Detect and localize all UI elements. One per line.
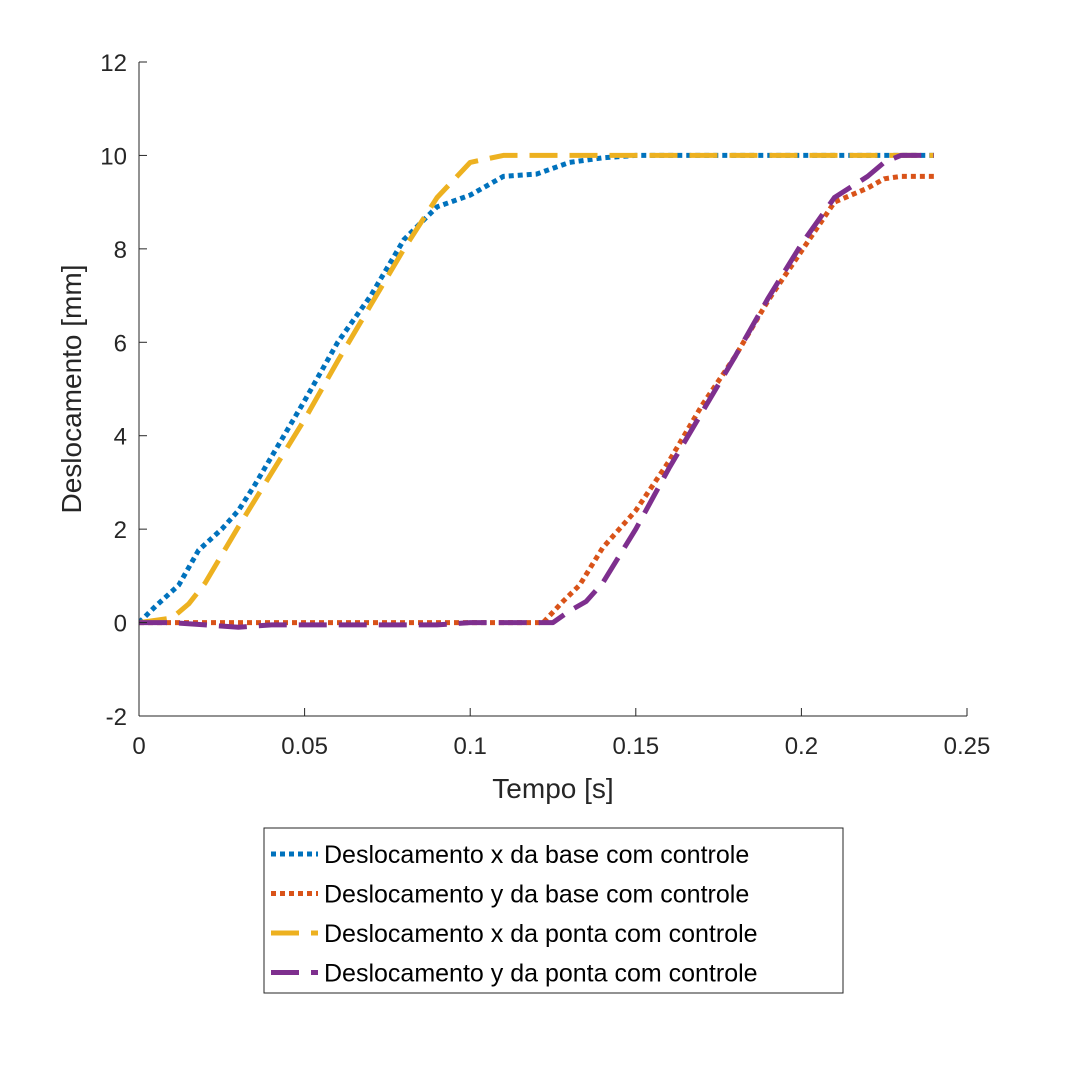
x-tick-label: 0.25 — [944, 733, 991, 760]
x-axis-label: Tempo [s] — [492, 773, 613, 804]
y-tick-label: 10 — [100, 143, 127, 170]
series-line-3 — [139, 152, 934, 626]
x-tick-label: 0.05 — [281, 733, 328, 760]
series-line-4 — [139, 152, 934, 630]
y-tick-label: 4 — [114, 424, 127, 451]
series-line-2 — [139, 173, 934, 626]
legend-label-3: Deslocamento x da ponta com controle — [324, 920, 758, 948]
y-tick-label: 8 — [114, 237, 127, 264]
legend-box — [263, 827, 844, 994]
x-tick-label: 0.1 — [454, 733, 487, 760]
y-axis-label: Deslocamento [mm] — [56, 265, 87, 514]
series-layer — [139, 152, 934, 630]
y-tick-label: 2 — [114, 517, 127, 544]
legend-items: Deslocamento x da base com controle Deslo… — [271, 841, 758, 988]
legend: Deslocamento x da base com controle Deslo… — [263, 827, 844, 994]
series-line-1 — [139, 152, 934, 625]
x-tick-label: 0.15 — [612, 733, 659, 760]
y-tick-label: 0 — [114, 611, 127, 638]
y-tick-label: 12 — [100, 50, 127, 77]
legend-label-2: Deslocamento y da base com controle — [324, 881, 749, 909]
axes — [138, 62, 967, 717]
y-tick-label: 6 — [114, 330, 127, 357]
x-tick-label: 0 — [132, 733, 145, 760]
legend-label-1: Deslocamento x da base com controle — [324, 841, 749, 869]
legend-label-4: Deslocamento y da ponta com controle — [324, 960, 758, 988]
y-tick-label: -2 — [106, 704, 127, 731]
x-tick-label: 0.2 — [785, 733, 818, 760]
